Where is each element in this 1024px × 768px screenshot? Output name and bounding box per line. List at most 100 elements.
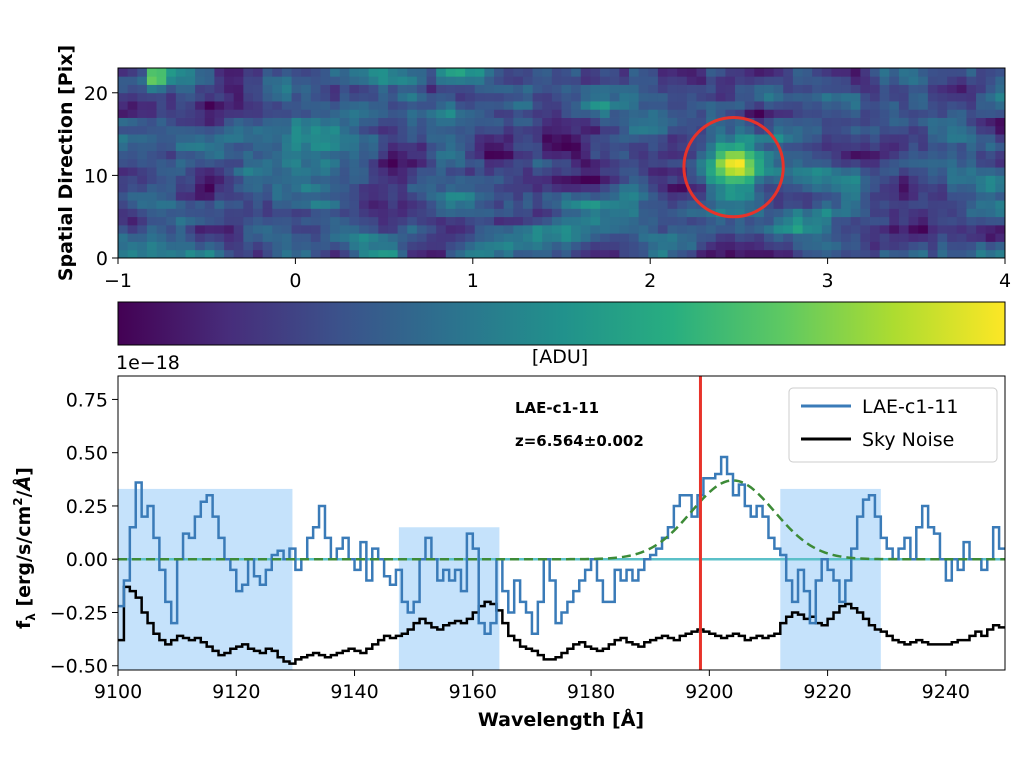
- heatmap-cell: [195, 216, 206, 226]
- heatmap-cell: [628, 68, 640, 77]
- heatmap-cell: [378, 125, 389, 135]
- heatmap-cell: [898, 158, 909, 168]
- heatmap-cell: [802, 150, 813, 160]
- heatmap-cell: [580, 216, 591, 226]
- heatmap-cell: [137, 84, 148, 94]
- heatmap-cell: [783, 158, 794, 168]
- heatmap-cell: [272, 241, 283, 251]
- heatmap-cell: [474, 117, 485, 127]
- heatmap-cell: [802, 233, 813, 242]
- heatmap-cell: [330, 150, 341, 160]
- heatmap-cell: [677, 175, 688, 185]
- heatmap-cell: [272, 84, 283, 94]
- heatmap-cell: [301, 233, 312, 242]
- heatmap-cell: [465, 216, 476, 226]
- heatmap-cell: [619, 233, 630, 242]
- heatmap-cell: [609, 125, 620, 135]
- heatmap-cell: [937, 175, 948, 185]
- heatmap-cell: [590, 200, 601, 209]
- heatmap-cell: [744, 76, 755, 85]
- heatmap-cell: [773, 249, 784, 259]
- heatmap-cell: [214, 76, 225, 85]
- heatmap-cell: [677, 208, 688, 218]
- heatmap-cell: [947, 92, 958, 102]
- heatmap-cell: [908, 200, 919, 209]
- heatmap-cell: [484, 249, 495, 259]
- heatmap-cell: [513, 76, 524, 85]
- heatmap-cell: [281, 208, 292, 218]
- heatmap-cell: [763, 92, 775, 102]
- heatmap-cell: [898, 216, 909, 226]
- heatmap-cell: [937, 183, 948, 193]
- heatmap-cell: [571, 167, 582, 176]
- heatmap-cell: [349, 150, 360, 160]
- heatmap-cell: [252, 249, 264, 259]
- heatmap-cell: [966, 158, 977, 168]
- heatmap-cell: [436, 150, 447, 160]
- heatmap-cell: [831, 109, 842, 118]
- heatmap-cell: [571, 92, 582, 102]
- heatmap-cell: [224, 233, 235, 242]
- heatmap-cell: [879, 84, 890, 94]
- heatmap-cell: [407, 84, 418, 94]
- heatmap-cell: [580, 117, 591, 127]
- heatmap-cell: [667, 233, 678, 242]
- heatmap-cell: [812, 175, 823, 185]
- heatmap-cell: [195, 224, 206, 234]
- heatmap-cell: [387, 109, 398, 118]
- heatmap-cell: [185, 241, 196, 251]
- heatmap-cell: [339, 175, 350, 185]
- heatmap-cell: [513, 150, 524, 160]
- heatmap-cell: [214, 241, 225, 251]
- heatmap-cell: [532, 117, 543, 127]
- heatmap-cell: [513, 200, 524, 209]
- heatmap-cell: [638, 183, 649, 193]
- heatmap-cell: [783, 183, 794, 193]
- heatmap-cell: [310, 183, 321, 193]
- heatmap-cell: [927, 175, 938, 185]
- heatmap-cell: [638, 101, 649, 110]
- heatmap-cell: [426, 150, 437, 160]
- heatmap-cell: [821, 216, 832, 226]
- heatmap-cell: [985, 142, 996, 152]
- heatmap-cell: [137, 191, 148, 201]
- heatmap-cell: [233, 125, 244, 135]
- heatmap-cell: [233, 249, 244, 259]
- heatmap-cell: [137, 125, 148, 135]
- heatmap-cell: [166, 191, 177, 201]
- heatmap-cell: [542, 158, 553, 168]
- heatmap-cell: [744, 125, 755, 135]
- heatmap-cell: [522, 191, 533, 201]
- heatmap-cell: [175, 183, 186, 193]
- heatmap-cell: [262, 233, 273, 242]
- heatmap-cell: [715, 150, 726, 160]
- heatmap-cell: [339, 142, 350, 152]
- heatmap-cell: [600, 84, 611, 94]
- heatmap-cell: [484, 125, 495, 135]
- heatmap-cell: [281, 241, 292, 251]
- heatmap-cell: [667, 142, 678, 152]
- heatmap-cell: [773, 233, 784, 242]
- heatmap-cell: [185, 200, 196, 209]
- heatmap-cell: [841, 142, 852, 152]
- heatmap-cell: [995, 109, 1006, 118]
- heatmap-cell: [224, 183, 235, 193]
- heatmap-cell: [889, 200, 900, 209]
- heatmap-cell: [445, 224, 456, 234]
- heatmap-cell: [387, 208, 398, 218]
- heatmap-cell: [118, 101, 129, 110]
- heatmap-cell: [879, 249, 890, 259]
- heatmap-cell: [667, 117, 678, 127]
- heatmap-cell: [416, 241, 427, 251]
- heatmap-cell: [368, 92, 379, 102]
- heatmap-cell: [310, 142, 321, 152]
- heatmap-cell: [870, 84, 881, 94]
- heatmap-cell: [542, 101, 553, 110]
- heatmap-cell: [233, 117, 244, 127]
- heatmap-cell: [918, 117, 929, 127]
- heatmap-cell: [339, 183, 350, 193]
- heatmap-cell: [648, 84, 659, 94]
- heatmap-cell: [291, 125, 302, 135]
- heatmap-cell: [763, 191, 775, 201]
- heatmap-cell: [195, 134, 206, 143]
